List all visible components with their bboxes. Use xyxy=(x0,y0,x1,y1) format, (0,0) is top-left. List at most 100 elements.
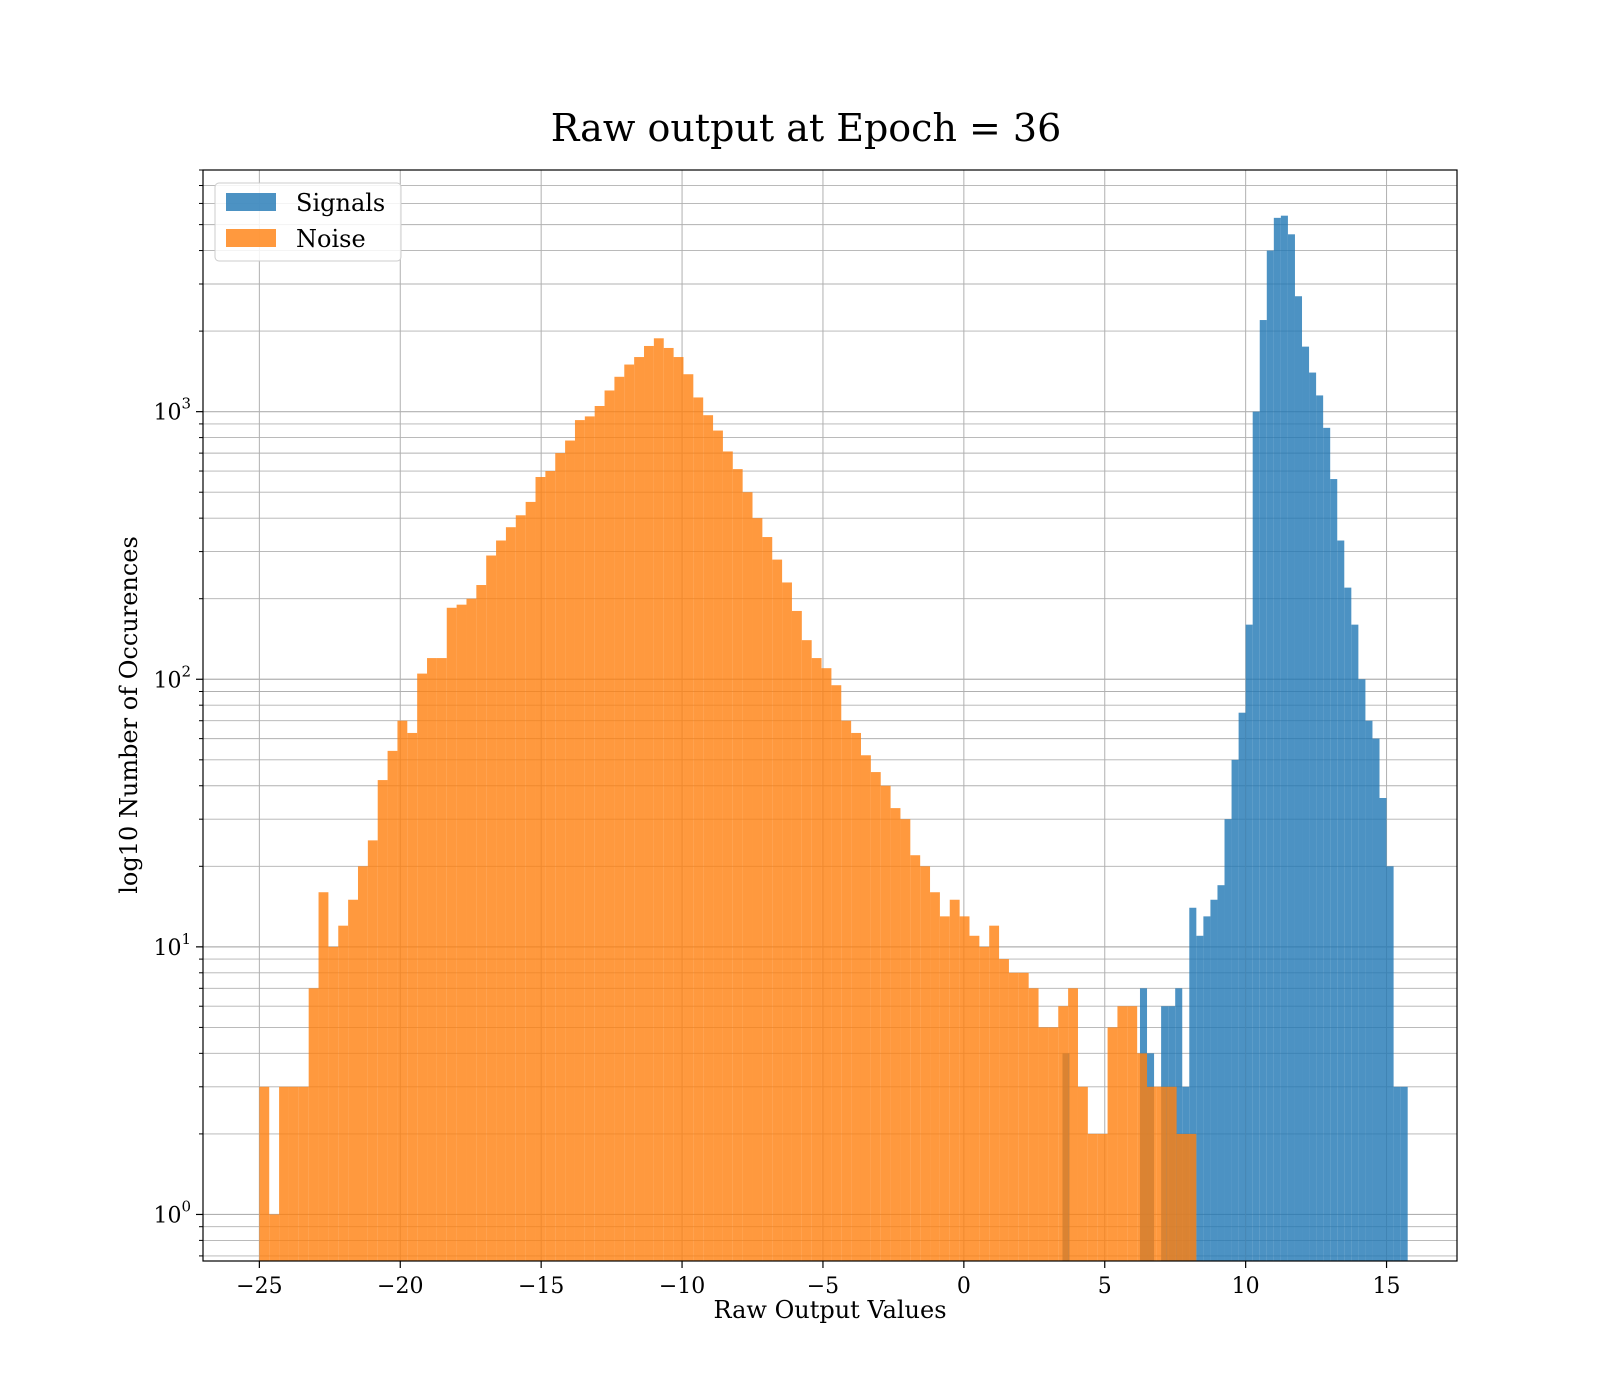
legend-swatch-signals xyxy=(226,193,276,211)
noise-bar xyxy=(308,988,319,1261)
noise-bar xyxy=(1107,1027,1118,1261)
noise-bar xyxy=(644,345,654,1261)
signals-bar xyxy=(1203,916,1211,1261)
signals-bar xyxy=(1316,395,1324,1261)
noise-bar xyxy=(1147,1086,1157,1261)
noise-bar xyxy=(456,604,467,1261)
noise-bar xyxy=(525,501,536,1262)
noise-bar xyxy=(555,453,566,1262)
signals-bar xyxy=(1393,1086,1401,1261)
noise-bar xyxy=(476,585,487,1261)
noise-bar xyxy=(417,673,428,1261)
signals-bar xyxy=(1323,427,1331,1261)
noise-bar xyxy=(496,540,506,1261)
noise-bar xyxy=(851,732,861,1261)
x-tick-label: 5 xyxy=(1098,1274,1112,1299)
signals-bar xyxy=(1309,372,1317,1262)
noise-bar xyxy=(722,451,733,1261)
noise-bar xyxy=(811,658,822,1261)
y-tick-label: 102 xyxy=(153,662,191,693)
noise-bar xyxy=(1156,1086,1167,1261)
noise-bar xyxy=(624,364,635,1261)
noise-bar xyxy=(920,866,931,1261)
noise-bar xyxy=(841,720,852,1261)
noise-bar xyxy=(663,347,674,1261)
signals-bar xyxy=(1217,885,1225,1261)
legend-label-noise: Noise xyxy=(296,225,366,253)
noise-bar xyxy=(1058,1006,1069,1261)
noise-bar xyxy=(535,476,546,1261)
noise-bar xyxy=(1068,988,1078,1261)
noise-bar xyxy=(713,430,723,1262)
noise-bar xyxy=(357,866,368,1261)
y-tick-label: 100 xyxy=(153,1197,191,1228)
noise-bar xyxy=(1018,972,1029,1261)
noise-bar xyxy=(594,405,605,1261)
noise-bar xyxy=(1176,1133,1187,1261)
signals-bar xyxy=(1231,759,1239,1261)
noise-bar xyxy=(387,750,398,1261)
signals-bar xyxy=(1337,540,1345,1261)
signals-bar xyxy=(1372,738,1380,1261)
noise-bar xyxy=(969,935,980,1261)
noise-bar xyxy=(683,374,694,1261)
noise-bar xyxy=(910,855,921,1261)
noise-bar xyxy=(298,1086,309,1261)
signals-bar xyxy=(1330,479,1338,1261)
signals-bar xyxy=(1210,899,1218,1261)
noise-bar xyxy=(653,338,664,1262)
noise-bar xyxy=(1008,972,1019,1261)
signals-bar xyxy=(1358,679,1366,1261)
signals-bar xyxy=(1386,866,1394,1261)
signals-bar xyxy=(1351,624,1359,1261)
noise-bar xyxy=(752,518,763,1261)
noise-bar xyxy=(348,899,358,1261)
noise-bar xyxy=(821,668,832,1261)
noise-bar xyxy=(584,416,595,1261)
noise-bar xyxy=(999,959,1009,1261)
noise-bar xyxy=(486,555,497,1261)
signals-bar xyxy=(1294,296,1303,1261)
signals-bar xyxy=(1238,712,1246,1261)
noise-bar xyxy=(791,610,802,1261)
noise-bar xyxy=(890,808,901,1261)
noise-bar xyxy=(1127,1006,1138,1261)
signals-bar xyxy=(1224,819,1232,1261)
noise-bar xyxy=(673,357,684,1261)
noise-bars xyxy=(259,338,1197,1262)
noise-bar xyxy=(949,899,960,1261)
signals-bar xyxy=(1259,320,1267,1261)
noise-bar xyxy=(1166,1086,1177,1261)
signals-bar xyxy=(1365,720,1373,1261)
noise-bar xyxy=(693,397,704,1261)
x-tick-label: −5 xyxy=(807,1274,839,1299)
signals-bar xyxy=(1196,935,1204,1261)
noise-bar xyxy=(762,537,773,1261)
noise-bar xyxy=(782,582,792,1261)
noise-bar xyxy=(742,492,753,1262)
y-axis-label: log10 Number of Occurences xyxy=(115,536,143,894)
x-tick-label: 10 xyxy=(1232,1274,1260,1299)
noise-bar xyxy=(288,1086,299,1261)
noise-bar xyxy=(870,772,881,1261)
signals-bar xyxy=(1189,907,1197,1261)
noise-bar xyxy=(397,720,408,1261)
noise-bar xyxy=(1087,1133,1098,1261)
signals-bar xyxy=(1252,411,1260,1262)
noise-bar xyxy=(604,390,615,1262)
noise-bar xyxy=(436,658,447,1261)
chart-title: Raw output at Epoch = 36 xyxy=(551,106,1062,150)
noise-bar xyxy=(1117,1006,1128,1261)
noise-bar xyxy=(446,607,457,1261)
noise-bar xyxy=(279,1086,289,1261)
signals-bar xyxy=(1280,215,1288,1261)
noise-bar xyxy=(367,840,378,1261)
noise-bar xyxy=(407,732,418,1261)
signals-bar xyxy=(1175,988,1183,1261)
noise-bar xyxy=(565,440,575,1262)
noise-bar xyxy=(860,755,871,1261)
noise-bar xyxy=(1186,1133,1197,1261)
noise-bar xyxy=(959,916,970,1261)
signals-bar xyxy=(1266,250,1274,1262)
x-axis-ticks: −25 −20 −15 −10 −5 0 5 10 15 xyxy=(236,1261,1401,1299)
